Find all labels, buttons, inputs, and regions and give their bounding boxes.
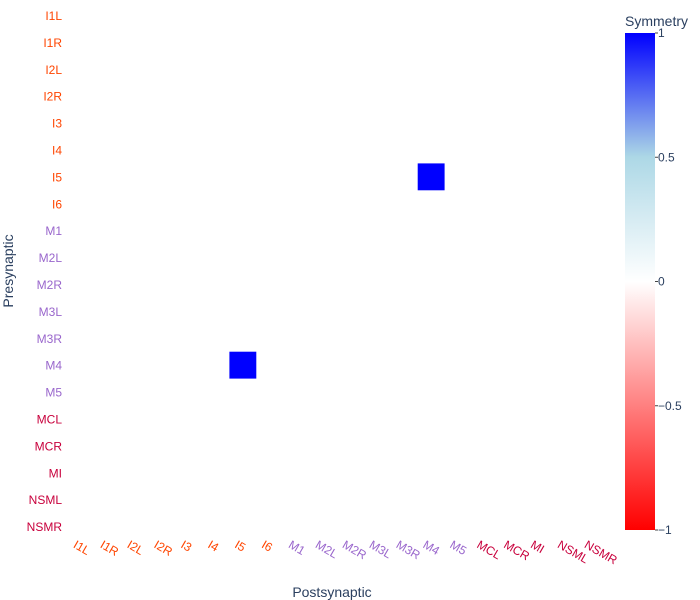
x-tick-label: MCR [501, 537, 532, 563]
colorbar-tick-label: −0.5 [658, 399, 682, 413]
y-tick-label: MCR [35, 439, 63, 453]
y-tick-label: M3R [37, 332, 63, 346]
y-tick-label: NSML [29, 493, 63, 507]
colorbar-ticks: 1 0.5 0 −0.5 −1 [655, 26, 682, 537]
y-tick-label: I2L [45, 63, 62, 77]
x-tick-label: M2L [313, 537, 340, 561]
colorbar-title: Symmetry [625, 13, 688, 29]
y-tick-label: I1L [45, 9, 62, 23]
x-tick-label: I1R [98, 537, 121, 559]
y-axis-tick-labels: I1L I1R I2L I2R I3 I4 I5 I6 M1 M2L M2R M3L M3R M4 M5 MC… [27, 9, 63, 534]
y-tick-label: I2R [43, 90, 62, 104]
heatmap-cell [417, 163, 445, 191]
x-tick-label: I4 [205, 537, 221, 554]
y-tick-label: M4 [45, 359, 62, 373]
x-tick-label: M1 [286, 537, 308, 558]
x-tick-label: I2L [125, 537, 147, 558]
x-tick-label: MI [528, 537, 547, 556]
colorbar-tick-label: 0.5 [658, 150, 675, 164]
x-tick-label: M2R [340, 537, 369, 562]
y-tick-label: M5 [45, 386, 62, 400]
y-tick-label: MI [49, 466, 62, 480]
x-tick-label: I3 [179, 537, 195, 554]
y-tick-label: NSMR [27, 520, 63, 534]
x-axis-title: Postsynaptic [292, 584, 371, 600]
y-tick-label: M1 [45, 224, 62, 238]
colorbar-tick-label: 1 [658, 26, 665, 40]
colorbar-tick-label: −1 [658, 523, 672, 537]
y-tick-label: I6 [52, 197, 62, 211]
y-tick-label: I4 [52, 143, 62, 157]
x-tick-label: MCL [474, 537, 503, 562]
x-tick-label: M3L [367, 537, 394, 561]
y-tick-label: M2L [39, 251, 63, 265]
heatmap-cells [229, 163, 445, 379]
heatmap-cell [229, 351, 257, 379]
x-tick-label: I6 [259, 537, 275, 554]
y-tick-label: M2R [37, 278, 63, 292]
y-tick-label: I5 [52, 170, 62, 184]
x-tick-label: I5 [232, 537, 248, 554]
x-tick-label: M3R [394, 537, 423, 562]
x-tick-label: I1L [71, 537, 93, 558]
y-tick-label: I3 [52, 117, 62, 131]
x-tick-label: M5 [448, 537, 470, 558]
x-tick-label: M4 [421, 537, 443, 558]
x-tick-label: NSMR [582, 537, 620, 567]
y-axis-title: Presynaptic [0, 234, 16, 307]
y-tick-label: I1R [43, 36, 62, 50]
y-tick-label: MCL [37, 412, 63, 426]
colorbar: Symmetry 1 0.5 0 −0.5 −1 [625, 13, 688, 537]
y-tick-label: M3L [39, 305, 63, 319]
colorbar-gradient [625, 33, 655, 530]
x-tick-label: I2R [152, 537, 175, 559]
colorbar-tick-label: 0 [658, 275, 665, 289]
